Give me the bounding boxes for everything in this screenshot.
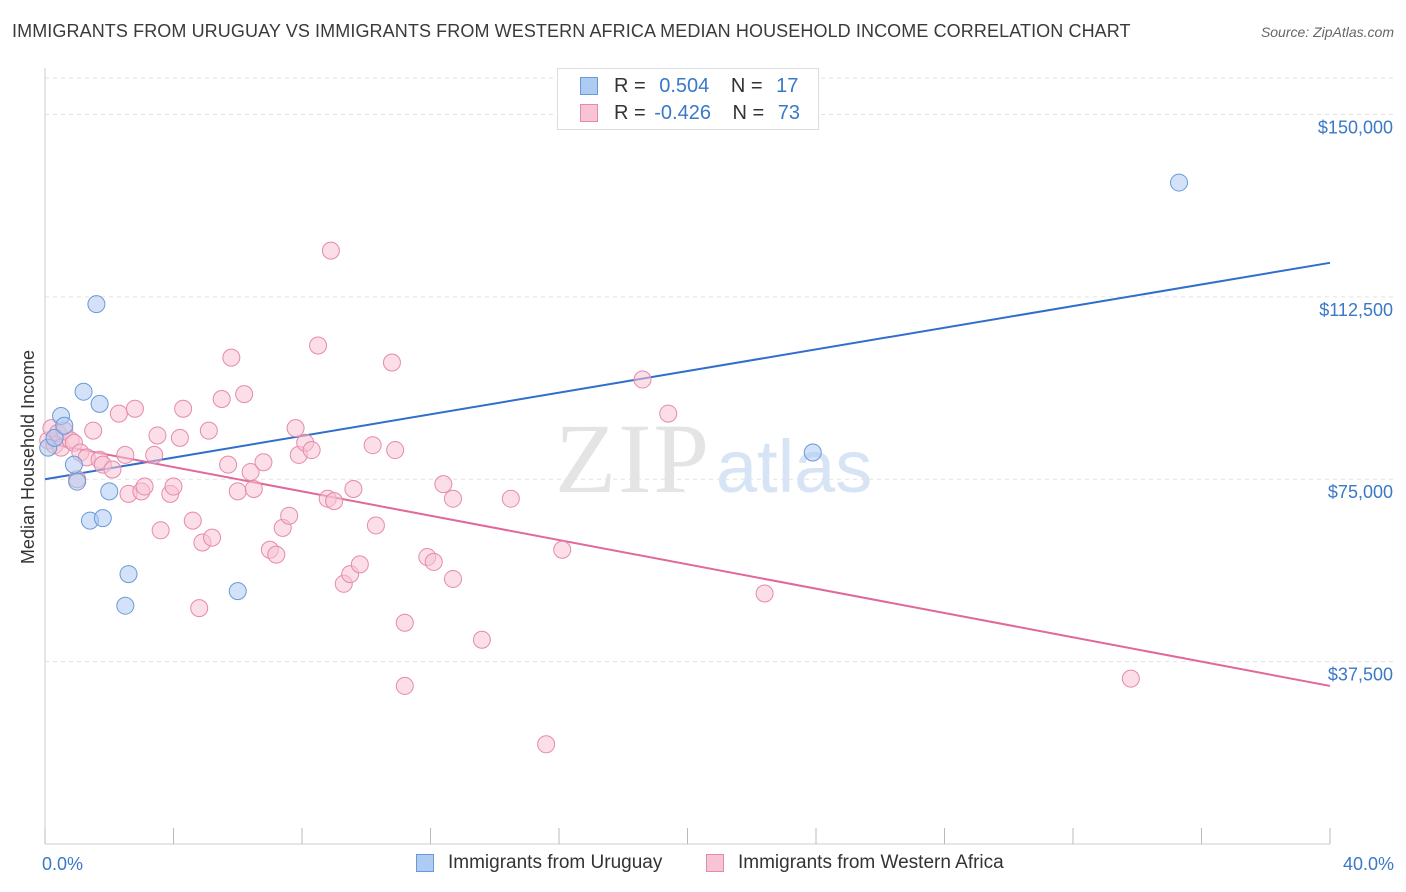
legend-n-value: 17 (776, 75, 799, 97)
point-western-africa (286, 419, 305, 438)
point-uruguay (55, 416, 74, 435)
point-western-africa (350, 555, 369, 574)
legend-r-label: R = (614, 75, 646, 97)
point-uruguay (68, 472, 87, 491)
chart-title: IMMIGRANTS FROM URUGUAY VS IMMIGRANTS FR… (12, 21, 1131, 41)
point-western-africa (325, 492, 344, 511)
point-western-africa (443, 489, 462, 508)
y-tick-label: $37,500 (1328, 665, 1393, 685)
point-western-africa (170, 428, 189, 447)
watermark: ZIP atlas (555, 403, 872, 514)
data-points (39, 173, 1189, 754)
legend-r-label: R = (614, 102, 646, 124)
y-axis-label: Median Household Income (18, 350, 38, 564)
point-uruguay (90, 394, 109, 413)
point-uruguay (803, 443, 822, 462)
point-uruguay (228, 582, 247, 601)
point-western-africa (280, 506, 299, 525)
point-western-africa (228, 482, 247, 501)
x-tick-label-start: 0.0% (42, 854, 83, 874)
tick-labels: $37,500 $75,000 $112,500 $150,000 0.0% 40.0% (42, 117, 1394, 874)
point-uruguay (45, 428, 64, 447)
point-western-africa (382, 353, 401, 372)
point-western-africa (659, 404, 678, 423)
point-western-africa (344, 479, 363, 498)
source-label: Source: ZipAtlas.com (1260, 24, 1394, 40)
point-western-africa (148, 426, 167, 445)
point-western-africa (755, 584, 774, 603)
point-western-africa (219, 455, 238, 474)
point-western-africa (151, 521, 170, 540)
point-western-africa (1121, 669, 1140, 688)
point-western-africa (235, 385, 254, 404)
point-western-africa (164, 477, 183, 496)
point-uruguay (116, 596, 135, 615)
point-western-africa (103, 460, 122, 479)
point-western-africa (145, 445, 164, 464)
point-western-africa (321, 241, 340, 260)
y-tick-label: $75,000 (1328, 482, 1393, 502)
gridlines (45, 77, 1395, 663)
bottom-swatch-pink (706, 854, 724, 872)
y-tick-label: $150,000 (1318, 117, 1393, 137)
point-western-africa (553, 540, 572, 559)
point-western-africa (267, 545, 286, 564)
point-uruguay (74, 382, 93, 401)
trendline-uruguay (44, 261, 1331, 481)
point-uruguay (119, 565, 138, 584)
point-western-africa (212, 389, 231, 408)
legend-n-value: 73 (777, 102, 801, 124)
legend-n-label: N = (730, 75, 763, 97)
legend-swatch-pink (580, 104, 598, 122)
bottom-legend-label: Immigrants from Uruguay (448, 852, 663, 873)
point-western-africa (254, 453, 273, 472)
point-western-africa (244, 479, 263, 498)
legend-r-value: -0.426 (654, 102, 711, 124)
y-tick-label: $112,500 (1319, 300, 1393, 320)
point-western-africa (309, 336, 328, 355)
x-tick-label-end: 40.0% (1343, 854, 1394, 874)
point-western-africa (537, 735, 556, 754)
point-western-africa (443, 569, 462, 588)
legend-n-label: N = (732, 102, 765, 124)
point-uruguay (93, 509, 112, 528)
point-uruguay (1170, 173, 1189, 192)
legend: R = 0.504 N = 17 R = -0.426 N = 73 (557, 68, 819, 130)
point-uruguay (87, 295, 106, 314)
legend-swatch-blue (580, 77, 598, 95)
point-western-africa (424, 552, 443, 571)
point-uruguay (100, 482, 119, 501)
bottom-legend-label: Immigrants from Western Africa (738, 852, 1004, 873)
point-western-africa (174, 399, 193, 418)
point-western-africa (434, 475, 453, 494)
point-western-africa (366, 516, 385, 535)
point-uruguay (64, 455, 83, 474)
point-western-africa (203, 528, 222, 547)
point-western-africa (116, 445, 135, 464)
point-western-africa (109, 404, 128, 423)
point-western-africa (183, 511, 202, 530)
point-western-africa (222, 348, 241, 367)
point-western-africa (633, 370, 652, 389)
point-western-africa (125, 399, 144, 418)
point-western-africa (501, 489, 520, 508)
point-western-africa (363, 436, 382, 455)
point-western-africa (395, 613, 414, 632)
watermark-atlas: atlas (716, 425, 872, 508)
bottom-swatch-blue (416, 854, 434, 872)
point-western-africa (395, 676, 414, 695)
point-western-africa (302, 441, 321, 460)
point-western-africa (241, 462, 260, 481)
point-western-africa (472, 630, 491, 649)
point-western-africa (84, 421, 103, 440)
watermark-zip: ZIP (555, 403, 711, 514)
point-western-africa (386, 441, 405, 460)
legend-r-value: 0.504 (659, 75, 710, 97)
point-western-africa (190, 599, 209, 618)
point-western-africa (199, 421, 218, 440)
point-western-africa (135, 477, 154, 496)
